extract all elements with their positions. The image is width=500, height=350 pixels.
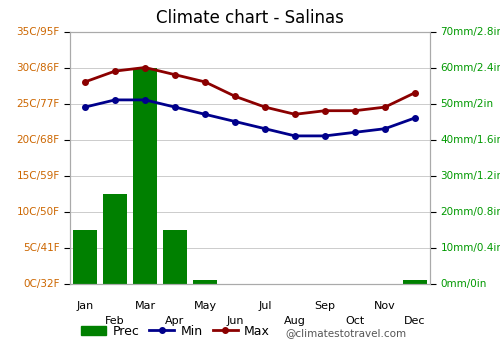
Text: Oct: Oct [346, 316, 364, 326]
Text: Jul: Jul [258, 301, 272, 311]
Text: Feb: Feb [105, 316, 125, 326]
Legend: Prec, Min, Max: Prec, Min, Max [76, 320, 275, 343]
Text: Dec: Dec [404, 316, 426, 326]
Bar [103, 194, 127, 284]
Text: May: May [194, 301, 216, 311]
Text: Nov: Nov [374, 301, 396, 311]
Text: Apr: Apr [166, 316, 184, 326]
Text: Sep: Sep [314, 301, 336, 311]
Bar [403, 280, 427, 284]
Text: Jun: Jun [226, 316, 244, 326]
Title: Climate chart - Salinas: Climate chart - Salinas [156, 9, 344, 27]
Bar [73, 230, 97, 284]
Text: Jan: Jan [76, 301, 94, 311]
Bar [193, 280, 217, 284]
Text: @climatestotravel.com: @climatestotravel.com [285, 328, 406, 338]
Text: Mar: Mar [134, 301, 156, 311]
Text: Aug: Aug [284, 316, 306, 326]
Bar [133, 68, 157, 284]
Bar [163, 230, 187, 284]
